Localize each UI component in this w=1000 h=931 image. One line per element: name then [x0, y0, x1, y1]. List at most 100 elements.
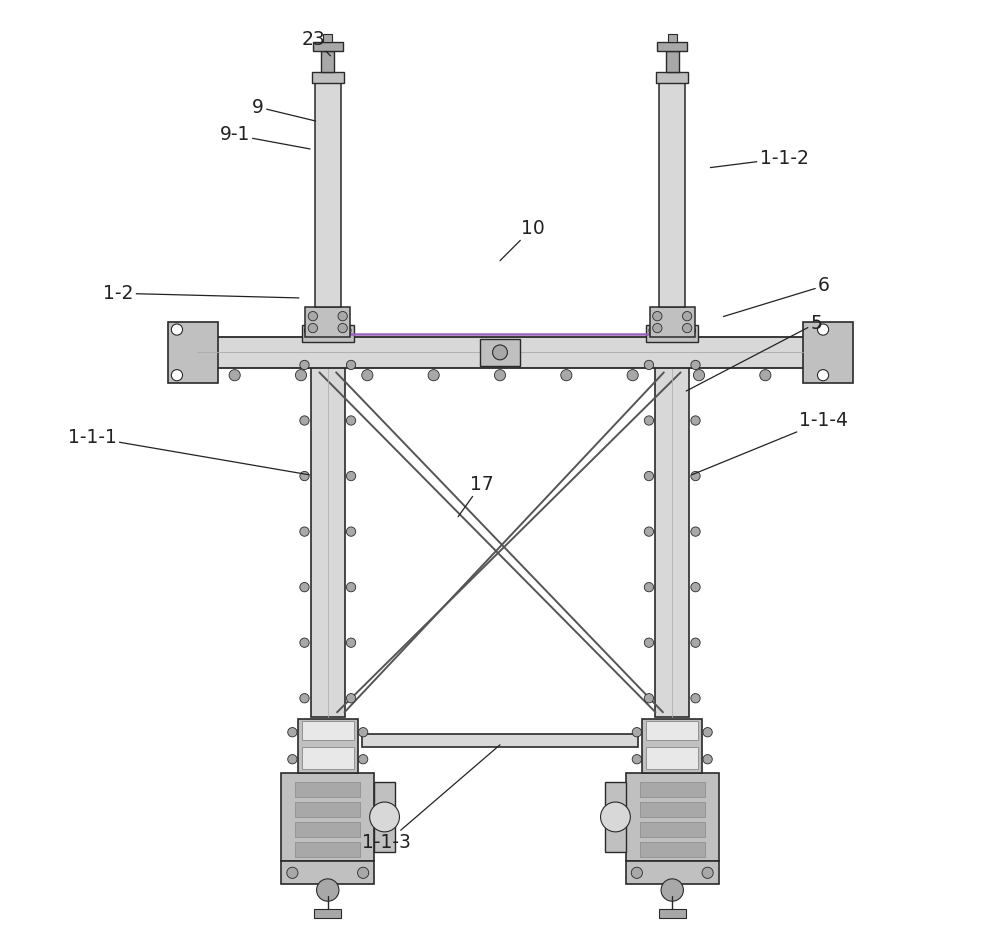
Bar: [656, 72, 688, 83]
Circle shape: [644, 360, 654, 370]
Bar: [640, 842, 705, 857]
Bar: [626, 861, 719, 884]
Text: 1-1-3: 1-1-3: [362, 745, 500, 852]
Circle shape: [358, 728, 368, 737]
Circle shape: [229, 370, 240, 381]
Circle shape: [300, 471, 309, 480]
Circle shape: [661, 879, 683, 901]
Bar: [668, 34, 677, 42]
Bar: [646, 748, 698, 769]
Circle shape: [644, 471, 654, 480]
Circle shape: [644, 694, 654, 703]
Text: 1-2: 1-2: [103, 284, 299, 303]
Bar: [640, 803, 705, 817]
Bar: [281, 861, 374, 884]
Bar: [305, 307, 350, 337]
Circle shape: [627, 370, 638, 381]
Bar: [640, 822, 705, 837]
Bar: [302, 748, 354, 769]
Circle shape: [346, 583, 356, 592]
Bar: [659, 909, 686, 918]
Bar: [302, 722, 354, 740]
Circle shape: [300, 416, 309, 425]
Circle shape: [494, 370, 506, 381]
Bar: [650, 307, 695, 337]
Bar: [480, 339, 520, 366]
Bar: [640, 782, 705, 797]
Circle shape: [304, 326, 314, 335]
Circle shape: [346, 360, 356, 370]
Circle shape: [632, 754, 642, 763]
Circle shape: [691, 360, 700, 370]
Circle shape: [644, 527, 654, 536]
Bar: [315, 83, 341, 307]
Circle shape: [338, 312, 347, 321]
Circle shape: [308, 312, 318, 321]
Circle shape: [691, 638, 700, 647]
Bar: [313, 42, 343, 51]
Circle shape: [682, 312, 692, 321]
Bar: [642, 719, 702, 773]
Bar: [657, 42, 687, 51]
Circle shape: [338, 323, 347, 332]
Circle shape: [358, 868, 369, 879]
Circle shape: [346, 471, 356, 480]
Circle shape: [171, 324, 183, 335]
Circle shape: [632, 728, 642, 737]
Circle shape: [649, 326, 658, 335]
Circle shape: [288, 728, 297, 737]
Circle shape: [362, 370, 373, 381]
Circle shape: [342, 326, 351, 335]
Circle shape: [682, 323, 692, 332]
Circle shape: [703, 754, 712, 763]
Bar: [314, 909, 341, 918]
Bar: [374, 782, 395, 852]
Circle shape: [295, 370, 307, 381]
Circle shape: [693, 370, 705, 381]
Text: 10: 10: [500, 219, 544, 261]
Bar: [666, 51, 679, 72]
Circle shape: [300, 694, 309, 703]
Bar: [298, 719, 358, 773]
Circle shape: [703, 728, 712, 737]
Circle shape: [686, 326, 696, 335]
Bar: [655, 346, 689, 717]
Bar: [321, 51, 334, 72]
Circle shape: [691, 527, 700, 536]
Circle shape: [288, 754, 297, 763]
Circle shape: [653, 312, 662, 321]
Circle shape: [691, 583, 700, 592]
Circle shape: [171, 370, 183, 381]
Bar: [295, 803, 360, 817]
Bar: [168, 322, 218, 383]
Bar: [312, 72, 344, 83]
Circle shape: [317, 879, 339, 901]
Circle shape: [346, 416, 356, 425]
Bar: [646, 722, 698, 740]
Circle shape: [702, 868, 713, 879]
Circle shape: [493, 345, 507, 360]
Text: 1-1-2: 1-1-2: [710, 149, 808, 168]
Bar: [362, 734, 638, 747]
Circle shape: [346, 638, 356, 647]
Circle shape: [691, 471, 700, 480]
Bar: [803, 322, 853, 383]
Circle shape: [308, 323, 318, 332]
Bar: [302, 325, 354, 342]
Text: 5: 5: [686, 314, 822, 391]
Bar: [626, 773, 719, 861]
Circle shape: [300, 638, 309, 647]
Circle shape: [601, 803, 630, 832]
Bar: [295, 842, 360, 857]
Text: 1-1-4: 1-1-4: [692, 412, 848, 475]
Circle shape: [300, 527, 309, 536]
Circle shape: [358, 754, 368, 763]
Bar: [281, 773, 374, 861]
Circle shape: [644, 638, 654, 647]
Text: 6: 6: [723, 277, 830, 317]
Bar: [295, 822, 360, 837]
Bar: [188, 337, 812, 368]
Circle shape: [631, 868, 642, 879]
Circle shape: [644, 416, 654, 425]
Circle shape: [691, 416, 700, 425]
